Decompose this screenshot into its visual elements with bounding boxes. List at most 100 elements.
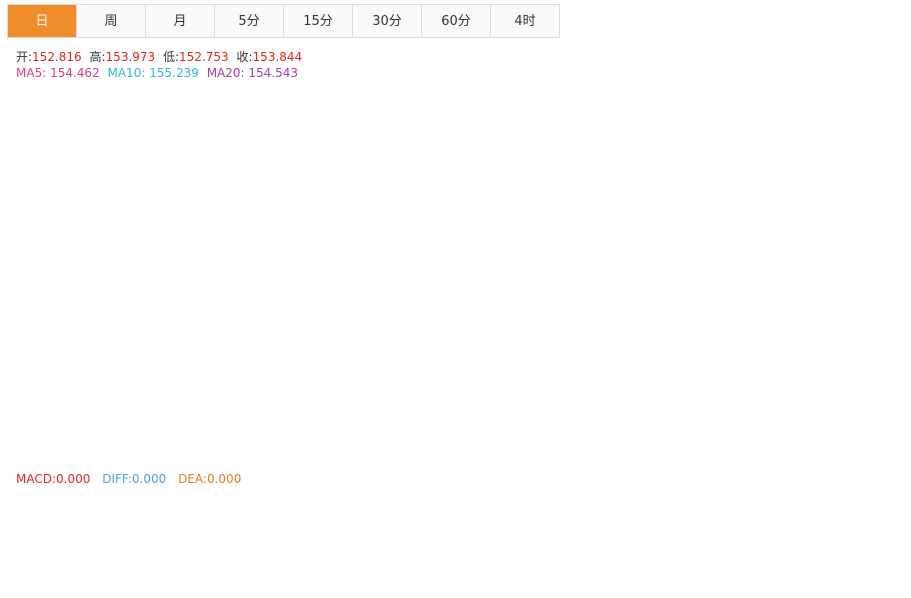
candle-body xyxy=(792,120,800,128)
candle-body xyxy=(714,94,723,111)
candle-body xyxy=(239,137,248,139)
candle-body xyxy=(303,154,312,157)
macd-bar xyxy=(277,527,286,540)
macd-bar xyxy=(252,527,261,531)
candle-body xyxy=(612,117,621,119)
y-tick-label: 156.917 xyxy=(844,92,890,105)
macd-y-tick-label: -0.759 xyxy=(844,551,879,564)
macd-bar xyxy=(560,520,569,528)
candle-body xyxy=(727,94,736,96)
tab-7[interactable]: 4时 xyxy=(491,5,560,38)
macd-bar xyxy=(239,527,248,531)
macd-bar xyxy=(599,516,608,528)
macd-info: MACD:0.000 DIFF:0.000 DEA:0.000 xyxy=(16,472,241,486)
tab-0[interactable]: 日 xyxy=(8,5,77,38)
ohlc-info: 开:152.816 高:153.973 低:152.753 收:153.844 xyxy=(16,48,302,65)
macd-bar xyxy=(663,517,672,528)
current-price-tag xyxy=(838,111,890,128)
macd-bar xyxy=(303,527,312,551)
close-value: 153.844 xyxy=(252,50,303,64)
macd-bar xyxy=(226,527,235,529)
y-tick-label: 135.737 xyxy=(844,242,890,255)
candle-body xyxy=(252,134,261,137)
candle-body xyxy=(522,128,531,131)
macd-bar xyxy=(650,517,659,528)
macd-bar xyxy=(393,520,402,528)
macd-y-tick-label: 0.021 xyxy=(844,521,876,534)
low-value: 152.753 xyxy=(179,50,229,64)
macd-bar xyxy=(496,515,505,528)
candle-body xyxy=(702,110,711,112)
macd-bar xyxy=(367,527,376,531)
candle-body xyxy=(560,122,569,128)
macd-bar xyxy=(702,520,711,528)
y-tick-label: 106.085 xyxy=(844,452,890,465)
macd-bar xyxy=(110,518,119,528)
candle-body xyxy=(393,135,402,137)
y-tick-label: 127.265 xyxy=(844,302,890,315)
macd-bar xyxy=(342,527,351,542)
candle-body xyxy=(509,128,518,130)
macd-bar xyxy=(714,512,723,528)
macd-bar xyxy=(573,519,582,528)
period-tabs: 日周月 5分 15分 30分 60分 4时 xyxy=(7,4,560,39)
y-tick-label: 123.029 xyxy=(844,332,890,345)
macd-bar xyxy=(265,527,274,534)
current-price-label: 153.844 xyxy=(841,114,887,127)
macd-bar xyxy=(547,521,556,528)
macd-bar xyxy=(200,522,209,528)
candle-body xyxy=(46,141,55,143)
candle-body xyxy=(689,110,698,112)
candle-body xyxy=(85,135,94,137)
macd-bar xyxy=(419,509,428,528)
candle-body xyxy=(175,132,184,135)
candle-body xyxy=(20,142,29,146)
macd-bar xyxy=(509,516,518,528)
macd-bar xyxy=(766,527,775,534)
macd-y-tick-label: 0.802 xyxy=(844,491,876,504)
candle-body xyxy=(599,117,608,119)
candle-body xyxy=(586,121,595,123)
y-tick-label: 131.501 xyxy=(844,272,890,285)
ma20-line xyxy=(11,114,797,145)
macd-bar xyxy=(406,513,415,528)
candle-body xyxy=(187,133,196,135)
macd-bar xyxy=(457,509,466,528)
macd-bar xyxy=(329,527,338,548)
open-label: 开: xyxy=(16,50,33,64)
candle-body xyxy=(740,93,749,95)
macd-bar xyxy=(136,520,145,528)
candle-body xyxy=(290,148,299,155)
candle-body xyxy=(213,132,222,138)
macd-bar xyxy=(586,519,595,528)
y-tick-label: 148.445 xyxy=(844,152,890,165)
candle-body xyxy=(59,135,68,143)
macd-bar xyxy=(753,522,762,528)
tab-1[interactable]: 周 xyxy=(77,5,146,38)
tab-6[interactable]: 60分 xyxy=(422,5,491,38)
candle-body xyxy=(496,129,505,131)
candle-body xyxy=(624,115,633,118)
candle-body xyxy=(753,115,762,118)
macd-bar xyxy=(46,526,55,528)
diff-label: DIFF: xyxy=(102,472,132,486)
candle-body xyxy=(367,142,376,144)
candle-body xyxy=(483,128,492,130)
y-tick-label: 114.557 xyxy=(844,392,890,405)
diff-value: 0.000 xyxy=(131,472,167,486)
tab-5[interactable]: 30分 xyxy=(353,5,422,38)
y-tick-label: 118.793 xyxy=(844,362,890,375)
tab-3[interactable]: 5分 xyxy=(215,5,284,38)
macd-bar xyxy=(149,520,158,528)
low-label: 低: xyxy=(163,50,180,64)
diff-line xyxy=(11,488,797,542)
macd-bar xyxy=(33,527,42,529)
macd-bar xyxy=(162,520,171,528)
tab-2[interactable]: 月 xyxy=(146,5,215,38)
tab-4[interactable]: 15分 xyxy=(284,5,353,38)
candle-body xyxy=(265,137,274,142)
macd-label: MACD: xyxy=(16,472,57,486)
candle-body xyxy=(432,127,441,130)
macd-bar xyxy=(316,527,325,550)
